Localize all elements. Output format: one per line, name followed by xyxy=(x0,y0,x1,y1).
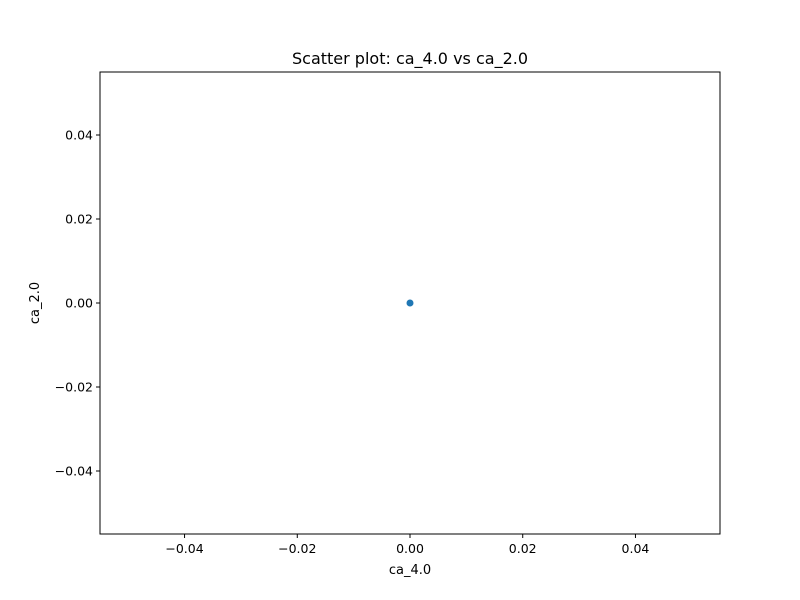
y-axis-label: ca_2.0 xyxy=(28,282,43,324)
y-tick-label: 0.04 xyxy=(65,128,93,143)
x-tick-label: 0.04 xyxy=(622,541,650,556)
y-tick-label: 0.00 xyxy=(65,296,93,311)
y-axis-ticks: −0.04 −0.02 0.00 0.02 0.04 xyxy=(55,128,100,479)
x-tick-label: −0.04 xyxy=(165,541,203,556)
y-tick-label: −0.04 xyxy=(55,464,93,479)
x-axis-ticks: −0.04 −0.02 0.00 0.02 0.04 xyxy=(165,534,649,556)
x-tick-label: −0.02 xyxy=(278,541,316,556)
scatter-point xyxy=(406,299,414,307)
x-tick-label: 0.00 xyxy=(396,541,424,556)
x-tick-label: 0.02 xyxy=(509,541,537,556)
x-axis-label: ca_4.0 xyxy=(389,563,431,578)
y-tick-label: −0.02 xyxy=(55,380,93,395)
chart-title: Scatter plot: ca_4.0 vs ca_2.0 xyxy=(292,49,528,69)
scatter-points xyxy=(406,299,414,307)
y-tick-label: 0.02 xyxy=(65,212,93,227)
